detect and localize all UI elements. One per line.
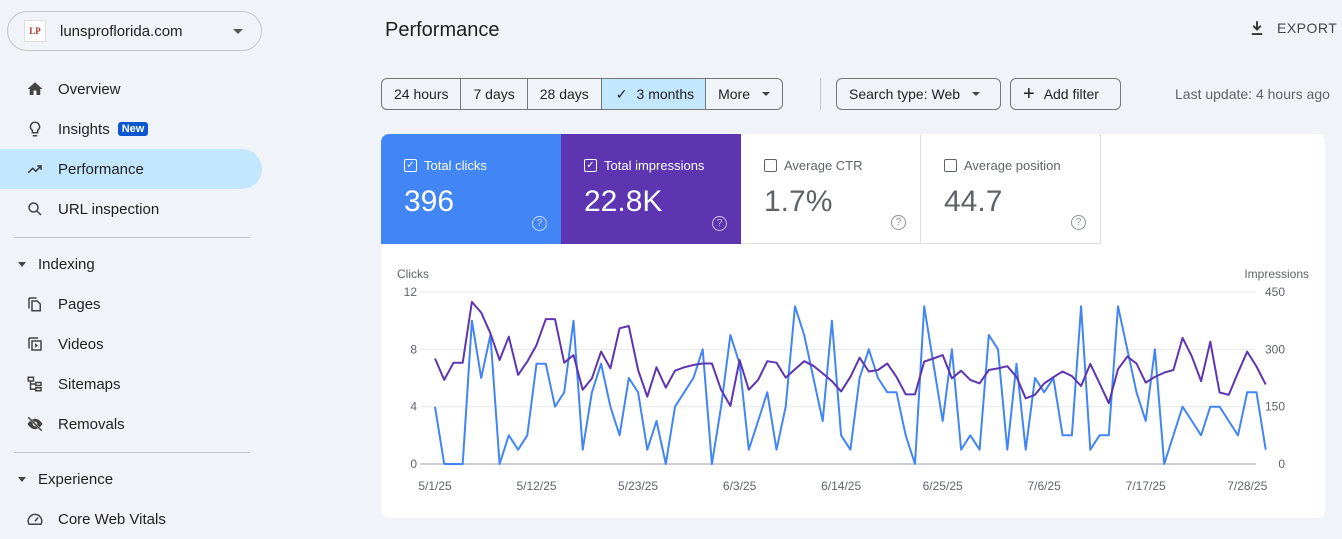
sidebar-item-core-web-vitals[interactable]: Core Web Vitals <box>0 499 262 539</box>
x-tick-label: 7/6/25 <box>1027 479 1061 493</box>
y-right-tick-label: 450 <box>1265 285 1285 299</box>
x-tick-label: 7/17/25 <box>1126 479 1166 493</box>
y-left-tick-label: 0 <box>410 457 417 471</box>
sidebar-item-pages[interactable]: Pages <box>0 284 262 324</box>
metric-value: 1.7% <box>764 185 833 218</box>
sidebar-item-performance[interactable]: Performance <box>0 149 262 189</box>
series-line-impressions <box>434 300 1267 407</box>
section-label: Indexing <box>38 256 95 273</box>
y-right-tick-label: 300 <box>1265 342 1285 356</box>
y-right-tick-label: 150 <box>1265 400 1285 414</box>
y-left-axis-label: Clicks <box>397 267 429 281</box>
performance-card: ✓ Total clicks 396 ? ✓ Total impressions 2… <box>381 134 1325 518</box>
sidebar-item-label: Pages <box>58 295 101 313</box>
sidebar-item-label: Insights <box>58 120 110 138</box>
new-badge: New <box>117 122 149 136</box>
page-title: Performance <box>385 19 500 41</box>
sidebar-item-label: Removals <box>58 415 125 433</box>
sidebar-item-label: Overview <box>58 80 121 98</box>
help-icon[interactable]: ? <box>891 215 906 230</box>
pages-icon <box>25 294 45 314</box>
help-icon[interactable]: ? <box>712 216 727 231</box>
range-7-days[interactable]: 7 days <box>461 79 528 109</box>
metric-total-clicks[interactable]: ✓ Total clicks 396 ? <box>381 134 561 244</box>
home-icon <box>25 79 45 99</box>
x-tick-label: 5/1/25 <box>418 479 452 493</box>
checkbox-checked-icon[interactable]: ✓ <box>584 159 597 172</box>
sidebar-item-label: Performance <box>58 160 144 178</box>
section-experience[interactable]: Experience <box>18 471 113 488</box>
gauge-icon <box>25 509 45 529</box>
metric-value: 22.8K <box>584 185 663 218</box>
checkbox-checked-icon[interactable]: ✓ <box>404 159 417 172</box>
x-tick-label: 5/23/25 <box>618 479 658 493</box>
checkbox-empty-icon[interactable] <box>944 159 957 172</box>
range-3-months[interactable]: ✓ 3 months <box>601 79 707 109</box>
export-button[interactable]: EXPORT <box>1248 19 1337 37</box>
checkbox-empty-icon[interactable] <box>764 159 777 172</box>
chevron-down-icon <box>762 92 771 96</box>
date-range-selector: 24 hours 7 days 28 days ✓ 3 months More <box>381 78 784 110</box>
chevron-down-icon <box>233 28 243 34</box>
sidebar-item-url-inspection[interactable]: URL inspection <box>0 189 262 229</box>
property-logo: LP <box>24 20 46 42</box>
plus-icon: + <box>1023 83 1035 105</box>
download-icon <box>1251 21 1263 35</box>
last-update: Last update: 4 hours ago <box>1175 86 1330 102</box>
performance-chart[interactable]: 0 0 4 150 8 300 12 450 Clicks Impressions 5/1/25 5/… <box>381 134 1325 518</box>
chevron-down-icon <box>972 92 981 96</box>
sidebar-item-insights[interactable]: Insights New <box>0 109 262 149</box>
search-icon <box>25 199 45 219</box>
eye-off-icon <box>25 414 45 434</box>
caret-down-icon <box>18 262 26 267</box>
x-tick-label: 5/12/25 <box>517 479 557 493</box>
lightbulb-icon <box>25 119 45 139</box>
export-label: EXPORT <box>1277 20 1338 36</box>
range-28-days[interactable]: 28 days <box>528 79 602 109</box>
x-tick-label: 7/28/25 <box>1227 479 1267 493</box>
filter-divider <box>820 78 821 110</box>
y-right-axis-label: Impressions <box>1244 267 1309 281</box>
check-icon: ✓ <box>615 85 628 102</box>
sidebar-item-label: Videos <box>58 335 104 353</box>
range-more[interactable]: More <box>706 79 782 109</box>
x-tick-label: 6/14/25 <box>821 479 861 493</box>
x-tick-label: 6/25/25 <box>923 479 963 493</box>
section-label: Experience <box>38 471 114 488</box>
range-24-hours[interactable]: 24 hours <box>382 79 462 109</box>
sidebar-item-sitemaps[interactable]: Sitemaps <box>0 364 262 404</box>
sidebar-item-overview[interactable]: Overview <box>0 69 262 109</box>
sidebar-divider <box>14 237 250 238</box>
property-name: lunsproflorida.com <box>60 22 183 40</box>
y-left-tick-label: 8 <box>410 342 417 356</box>
series-line-clicks <box>434 305 1267 465</box>
sidebar-item-label: URL inspection <box>58 200 160 218</box>
metric-value: 44.7 <box>944 185 1003 218</box>
sidebar-item-label: Core Web Vitals <box>58 510 166 528</box>
metric-value: 396 <box>404 185 455 218</box>
metric-average-ctr[interactable]: Average CTR 1.7% ? <box>741 134 921 244</box>
sidebar-item-removals[interactable]: Removals <box>0 404 262 444</box>
sidebar-divider <box>14 452 250 453</box>
add-filter-button[interactable]: + Add filter <box>1010 78 1121 110</box>
search-type-dropdown[interactable]: Search type: Web <box>836 78 1001 110</box>
y-left-tick-label: 12 <box>404 285 418 299</box>
video-icon <box>25 334 45 354</box>
caret-down-icon <box>18 477 26 482</box>
metric-average-position[interactable]: Average position 44.7 ? <box>921 134 1101 244</box>
help-icon[interactable]: ? <box>532 216 547 231</box>
metric-total-impressions[interactable]: ✓ Total impressions 22.8K ? <box>561 134 741 244</box>
section-indexing[interactable]: Indexing <box>18 256 95 273</box>
x-tick-label: 6/3/25 <box>723 479 757 493</box>
y-right-tick-label: 0 <box>1278 457 1285 471</box>
property-selector[interactable]: LP lunsproflorida.com <box>7 11 262 51</box>
sitemap-icon <box>25 374 45 394</box>
y-left-tick-label: 4 <box>410 400 417 414</box>
trending-up-icon <box>25 159 45 179</box>
sidebar-item-videos[interactable]: Videos <box>0 324 262 364</box>
help-icon[interactable]: ? <box>1071 215 1086 230</box>
sidebar-item-label: Sitemaps <box>58 375 121 393</box>
